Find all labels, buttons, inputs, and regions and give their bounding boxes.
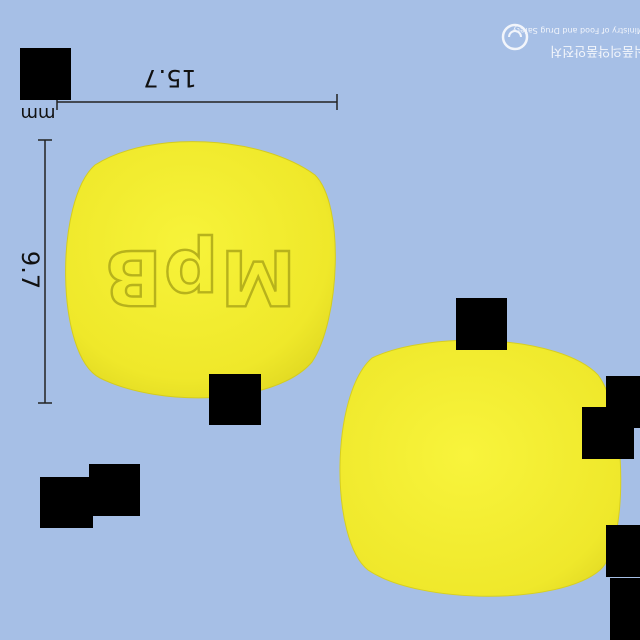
redaction-box [209,374,261,425]
width-measurement: 15.7 [143,64,196,92]
pill-front: MpB [65,141,336,399]
unit-label: mm [20,103,55,124]
logo-subtext: Ministry of Food and Drug Safety [512,26,640,35]
redaction-boxes [20,48,640,640]
redaction-box [89,464,140,516]
pill-imprint: MpB [102,233,296,322]
logo-text: 식품의약품안전처 [550,43,640,58]
logo-emblem-icon [501,23,529,51]
pill-back [339,339,622,597]
redaction-box [606,525,640,577]
redaction-box [40,477,93,528]
redaction-box [610,578,640,640]
redaction-box [456,298,507,350]
agency-logo: 식품의약품안전처 Ministry of Food and Drug Safet… [501,23,640,58]
redaction-box [20,48,71,100]
height-dimension-line [38,139,52,404]
redaction-box [606,376,640,428]
height-measurement: 9.7 [16,251,44,289]
